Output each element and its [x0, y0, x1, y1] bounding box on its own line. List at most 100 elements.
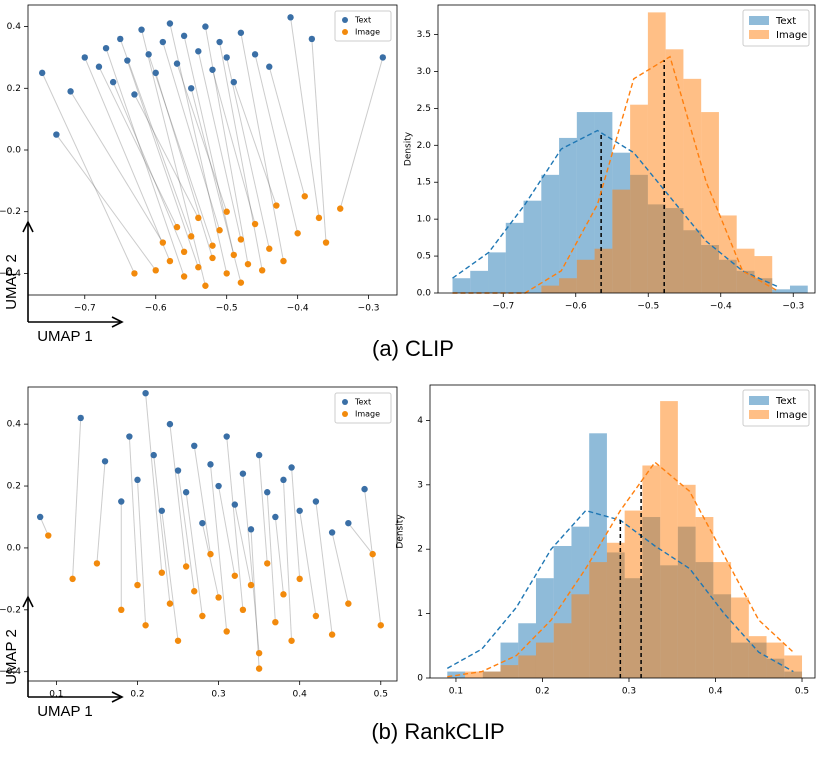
point [131, 270, 138, 277]
y-tick-label: 0.2 [7, 482, 21, 492]
pair-link [70, 91, 164, 243]
pair-link [55, 134, 157, 271]
point [223, 54, 230, 61]
point [377, 622, 384, 629]
x-tick-label: −0.3 [358, 304, 380, 314]
y-tick-label: 1.0 [417, 215, 432, 225]
pair-link [266, 492, 276, 623]
x-tick-label: −0.7 [74, 304, 96, 314]
point [308, 35, 316, 43]
axis-label: UMAP 2 [3, 629, 20, 685]
legend-patch [749, 410, 769, 419]
caption: (b) RankCLIP [371, 719, 504, 744]
legend-marker [342, 17, 348, 23]
x-tick-label: 0.5 [374, 690, 388, 700]
arrow-head [111, 316, 124, 328]
x-tick-label: 0.5 [795, 687, 809, 697]
x-tick-label: −0.4 [287, 304, 309, 314]
point [247, 581, 255, 589]
point [180, 248, 188, 256]
point [328, 631, 336, 638]
bar [665, 49, 684, 293]
legend-patch [749, 30, 769, 39]
point [231, 501, 239, 508]
point [272, 619, 279, 626]
pair-link [299, 510, 317, 617]
point [188, 85, 195, 92]
point [231, 572, 239, 579]
legend-label: Text [775, 396, 796, 407]
point [239, 606, 247, 614]
y-tick-label: 0 [417, 674, 423, 684]
point [124, 57, 131, 64]
point [118, 498, 125, 505]
bar [660, 401, 678, 678]
pair-link [219, 41, 263, 271]
bar [505, 222, 524, 293]
bar [606, 542, 625, 678]
pair-link [242, 473, 260, 654]
pair-link [153, 455, 171, 604]
legend-label: Image [776, 410, 807, 421]
point [296, 575, 303, 583]
point [158, 507, 166, 514]
point [337, 205, 344, 212]
y-tick-label: 3 [417, 480, 423, 490]
x-tick-label: −0.5 [216, 304, 238, 314]
point [328, 529, 336, 536]
point [223, 433, 230, 440]
x-tick-label: 0.1 [49, 690, 63, 700]
point [166, 420, 174, 428]
point [180, 32, 188, 40]
bar [541, 174, 560, 293]
pair-link [233, 81, 277, 206]
point [207, 461, 214, 468]
legend-box [334, 392, 392, 424]
y-tick-label: −0.2 [0, 207, 21, 217]
bar [642, 465, 661, 678]
point [322, 239, 330, 246]
pair-link [176, 63, 228, 212]
point [199, 612, 206, 620]
y-tick-label: 4 [417, 416, 423, 426]
y-tick-label: 0.4 [7, 22, 22, 32]
point [209, 242, 216, 249]
point [255, 451, 263, 459]
pair-link [311, 38, 327, 243]
point [195, 48, 202, 55]
point [294, 230, 301, 237]
point [287, 14, 294, 21]
pair-link [84, 57, 171, 262]
pair-link [126, 60, 199, 268]
point [237, 29, 245, 36]
point [191, 442, 198, 449]
pair-link [290, 17, 320, 218]
bar [576, 112, 595, 293]
legend-label: Image [776, 30, 807, 41]
point [264, 489, 271, 496]
point [315, 214, 323, 222]
pair-link [72, 417, 82, 579]
bar [701, 112, 719, 293]
point [173, 60, 181, 67]
pair-link [274, 516, 284, 595]
pair-link [185, 492, 203, 617]
point [258, 267, 266, 274]
y-tick-label: −0.2 [0, 605, 21, 615]
point [209, 254, 216, 262]
point [109, 78, 117, 86]
legend-patch [749, 396, 769, 405]
axis-label: UMAP 1 [37, 703, 93, 720]
point [223, 270, 230, 277]
point [191, 588, 198, 595]
pair-link [347, 522, 374, 555]
point [195, 214, 202, 222]
pair-link [112, 81, 185, 253]
x-tick-label: 0.1 [449, 687, 463, 697]
y-tick-label: 2 [417, 545, 423, 555]
bar [500, 665, 519, 678]
bar [465, 671, 483, 678]
pair-link [258, 455, 268, 564]
point [134, 581, 141, 589]
